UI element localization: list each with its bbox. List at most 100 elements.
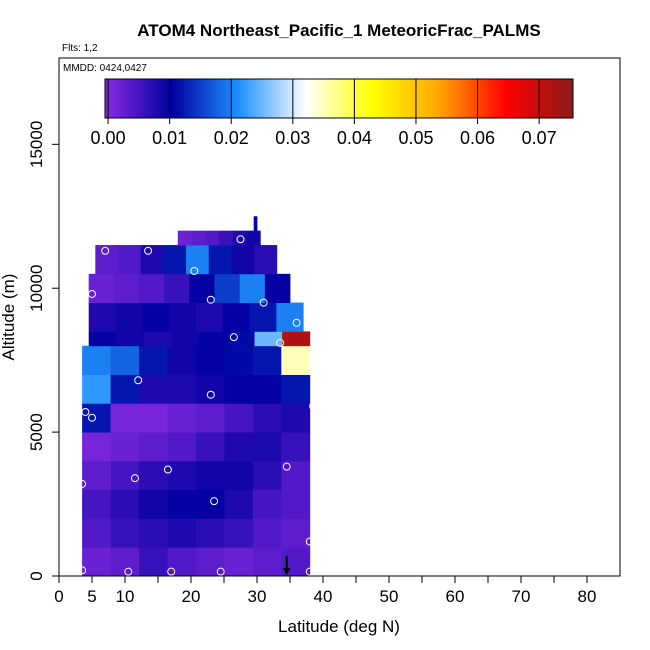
heatmap-cell <box>195 374 225 404</box>
heatmap-cell <box>82 547 111 577</box>
heatmap-cell <box>139 518 168 548</box>
heatmap-cell <box>281 518 311 548</box>
heatmap-cell <box>110 518 140 548</box>
heatmap-cell <box>139 432 168 462</box>
sample-point <box>81 407 90 416</box>
colorbar-tick-label: 0.05 <box>398 128 433 148</box>
heatmap-cell <box>115 302 143 332</box>
arrow-marker <box>282 556 291 575</box>
sample-point <box>229 333 238 342</box>
heatmap-cell <box>110 432 140 462</box>
x-tick-label: 5 <box>87 587 96 606</box>
heatmap-cell <box>169 302 197 332</box>
heatmap-cell <box>239 273 266 304</box>
heatmap-cell <box>143 331 173 347</box>
heatmap-cell <box>264 273 291 304</box>
heatmap-cell <box>195 547 225 577</box>
sample-point <box>88 413 96 422</box>
sample-point <box>144 246 153 255</box>
y-tick-label: 5000 <box>27 413 46 451</box>
heatmap-cell <box>205 230 220 246</box>
sample-markers <box>78 235 318 576</box>
colorbar-tick-label: 0.07 <box>522 128 557 148</box>
heatmap-cell <box>195 518 225 548</box>
flights-note: Flts: 1,2 <box>62 43 98 54</box>
heatmap-cell <box>82 403 111 433</box>
heatmap-cell <box>199 331 228 347</box>
colorbar-tick-label: 0.04 <box>337 128 372 148</box>
heatmap-cell <box>167 460 197 491</box>
x-axis-title: Latitude (deg N) <box>278 617 400 636</box>
heatmap-cell <box>214 273 241 304</box>
sample-point <box>292 318 301 327</box>
colorbar: 0.00 0.01 0.02 0.03 0.04 0.05 0.06 0.07 <box>91 78 574 148</box>
heatmap-cell <box>252 374 282 404</box>
heatmap-cell <box>139 547 168 577</box>
heatmap-cell <box>110 460 140 491</box>
heatmap-cell <box>140 245 164 275</box>
sample-point <box>210 497 219 506</box>
heatmap-cell <box>163 245 187 275</box>
colorbar-tick-label: 0.01 <box>152 128 187 148</box>
chart-title: ATOM4 Northeast_Pacific_1 MeteoricFrac_P… <box>137 21 540 40</box>
sample-point <box>134 376 143 385</box>
heatmap-cell <box>224 345 254 375</box>
heatmap-cell <box>167 489 197 519</box>
sample-point <box>282 462 291 471</box>
heatmap-cell <box>110 403 140 433</box>
heatmap-cell <box>167 432 197 462</box>
x-tick-label: 0 <box>54 587 63 606</box>
heatmap-cell <box>142 302 170 332</box>
heatmap-cell <box>252 547 282 577</box>
heatmap-cell <box>276 302 304 332</box>
heatmap-cell <box>139 489 168 519</box>
heatmap-cell <box>139 374 168 404</box>
heatmap-cell <box>117 245 142 275</box>
heatmap-cell <box>224 547 254 577</box>
heatmap-cell <box>82 518 111 548</box>
sample-point <box>305 537 314 546</box>
heatmap-cell <box>82 460 111 491</box>
y-tick-label: 0 <box>27 571 46 580</box>
heatmap-cell <box>88 331 117 347</box>
heatmap-cell <box>167 374 197 404</box>
colorbar-tick-label: 0.02 <box>214 128 249 148</box>
heatmap-cell <box>254 245 278 275</box>
heatmap-cell <box>139 345 168 375</box>
sample-point <box>236 235 245 244</box>
heatmap-cell <box>281 489 311 519</box>
heatmap-cell <box>252 403 282 433</box>
heatmap-cell <box>177 230 192 246</box>
heatmap-cell <box>249 302 277 332</box>
heatmap-cell <box>281 460 311 491</box>
heatmap-cell <box>226 331 255 347</box>
heatmap-cell <box>110 345 140 375</box>
x-tick-label: 70 <box>512 587 531 606</box>
sample-point <box>276 338 285 347</box>
heatmap-cell <box>139 460 168 491</box>
sample-point <box>305 567 314 576</box>
x-tick-label: 40 <box>314 587 333 606</box>
x-tick-label: 80 <box>578 587 597 606</box>
sample-point <box>206 390 215 399</box>
heatmap-cell <box>195 460 225 491</box>
heatmap-cell <box>195 302 224 332</box>
heatmap-cell <box>195 432 225 462</box>
heatmap-cell <box>167 345 197 375</box>
x-axis: 0 5 10 20 30 40 50 60 70 80 <box>54 576 596 606</box>
heatmap-cell <box>224 403 254 433</box>
heatmap-cell <box>224 518 254 548</box>
colorbar-tick-label: 0.00 <box>91 128 126 148</box>
sample-point <box>206 295 215 304</box>
heatmap-cell <box>253 216 258 232</box>
x-tick-label: 10 <box>116 587 135 606</box>
x-tick-label: 50 <box>380 587 399 606</box>
x-tick-label: 30 <box>248 587 267 606</box>
heatmap-cell <box>252 432 282 462</box>
heatmap-cell <box>281 432 311 462</box>
sample-point <box>130 474 139 483</box>
sample-point <box>190 266 199 275</box>
colorbar-tick-label: 0.03 <box>275 128 310 148</box>
heatmap-cell <box>281 345 311 375</box>
